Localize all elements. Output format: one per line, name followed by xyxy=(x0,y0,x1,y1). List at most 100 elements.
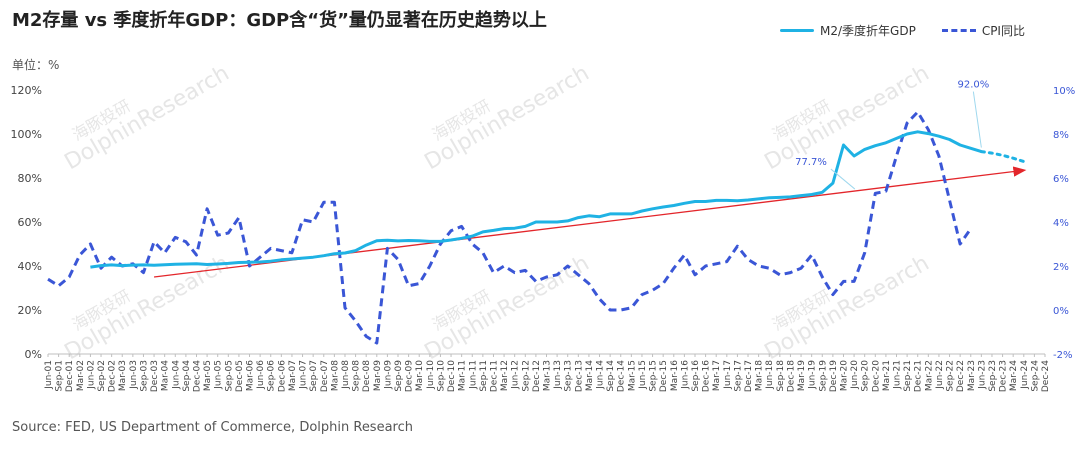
x-tick-label: Jun-02 xyxy=(86,360,96,390)
x-tick-label: Mar-16 xyxy=(670,360,680,391)
right-tick-label: 10% xyxy=(1053,86,1075,97)
left-tick-label: 120% xyxy=(11,84,42,97)
right-tick-label: 6% xyxy=(1053,174,1069,185)
series-line-m2-projection xyxy=(979,150,1026,163)
x-tick-label: Mar-23 xyxy=(967,360,977,391)
x-tick-label: Mar-18 xyxy=(755,360,765,391)
legend-swatch-m2 xyxy=(780,29,814,32)
x-tick-label: Sep-15 xyxy=(649,360,659,392)
x-tick-label: Sep-13 xyxy=(564,360,574,392)
x-tick-label: Dec-24 xyxy=(1041,360,1051,392)
x-tick-label: Mar-04 xyxy=(161,360,171,391)
x-tick-label: Mar-02 xyxy=(76,360,86,391)
x-tick-label: Jun-16 xyxy=(680,360,690,390)
x-tick-label: Dec-13 xyxy=(574,360,584,392)
legend-swatch-cpi xyxy=(941,29,976,32)
x-tick-label: Sep-06 xyxy=(267,360,277,392)
series-line-m2 xyxy=(90,130,982,269)
x-tick-label: Mar-08 xyxy=(330,360,340,391)
x-tick-label: Mar-07 xyxy=(288,360,298,391)
x-tick-label: Jun-23 xyxy=(977,360,987,390)
x-tick-label: Dec-12 xyxy=(532,360,542,392)
x-tick-label: Dec-22 xyxy=(956,360,966,392)
x-tick-label: Mar-22 xyxy=(924,360,934,391)
x-tick-label: Jun-01 xyxy=(44,360,54,390)
x-tick-label: Mar-12 xyxy=(500,360,510,391)
x-tick-label: Sep-07 xyxy=(309,360,319,392)
annotation-label: 77.7% xyxy=(795,157,827,168)
x-tick-label: Sep-23 xyxy=(988,360,998,392)
right-tick-label: 0% xyxy=(1053,306,1069,317)
x-tick-label: Sep-10 xyxy=(436,360,446,392)
left-tick-label: 80% xyxy=(18,172,42,185)
x-tick-label: Jun-13 xyxy=(553,360,563,390)
x-tick-label: Jun-17 xyxy=(723,360,733,390)
x-tick-label: Sep-18 xyxy=(776,360,786,392)
x-tick-label: Dec-18 xyxy=(786,360,796,392)
x-tick-label: Mar-06 xyxy=(246,360,256,391)
x-tick-label: Jun-19 xyxy=(808,360,818,390)
x-tick-label: Mar-05 xyxy=(203,360,213,391)
x-tick-label: Dec-08 xyxy=(362,360,372,392)
x-tick-label: Dec-20 xyxy=(871,360,881,392)
x-tick-label: Sep-02 xyxy=(97,360,107,392)
x-tick-label: Dec-15 xyxy=(659,360,669,392)
x-tick-label: Sep-11 xyxy=(479,360,489,392)
left-tick-label: 100% xyxy=(11,128,42,141)
x-tick-label: Jun-18 xyxy=(765,360,775,390)
x-tick-label: Sep-21 xyxy=(903,360,913,392)
x-tick-label: Jun-11 xyxy=(468,360,478,390)
annotation-label: 92.0% xyxy=(957,80,989,91)
x-tick-label: Dec-14 xyxy=(617,360,627,392)
series-line-cpi xyxy=(47,110,973,345)
x-tick-label: Jun-22 xyxy=(935,360,945,390)
left-tick-label: 20% xyxy=(18,304,42,317)
x-tick-label: Dec-16 xyxy=(702,360,712,392)
x-tick-label: Mar-13 xyxy=(543,360,553,391)
x-tick-label: Sep-04 xyxy=(182,360,192,392)
x-tick-label: Mar-21 xyxy=(882,360,892,391)
x-tick-label: Dec-04 xyxy=(192,360,202,392)
x-tick-label: Sep-08 xyxy=(352,360,362,392)
x-tick-label: Mar-17 xyxy=(712,360,722,391)
x-tick-label: Dec-01 xyxy=(65,360,75,392)
x-tick-label: Mar-24 xyxy=(1009,360,1019,391)
x-tick-label: Jun-06 xyxy=(256,360,266,390)
x-tick-label: Sep-12 xyxy=(521,360,531,392)
x-tick-label: Dec-19 xyxy=(829,360,839,392)
x-tick-label: Mar-03 xyxy=(118,360,128,391)
x-tick-label: Mar-15 xyxy=(627,360,637,391)
legend-item-cpi: CPI同比 xyxy=(941,22,1025,39)
x-tick-label: Sep-01 xyxy=(55,360,65,392)
x-tick-label: Dec-23 xyxy=(999,360,1009,392)
annotation-leader xyxy=(830,168,856,190)
x-tick-label: Mar-19 xyxy=(797,360,807,391)
x-tick-label: Dec-07 xyxy=(320,360,330,392)
legend-item-m2: M2/季度折年GDP xyxy=(780,22,916,39)
x-tick-label: Jun-10 xyxy=(426,360,436,390)
right-tick-label: -2% xyxy=(1053,350,1072,361)
x-tick-label: Jun-07 xyxy=(299,360,309,390)
left-tick-label: 0% xyxy=(25,348,42,361)
x-tick-label: Jun-20 xyxy=(850,360,860,390)
x-tick-label: Dec-03 xyxy=(150,360,160,392)
x-tick-label: Dec-05 xyxy=(235,360,245,392)
right-tick-label: 8% xyxy=(1053,130,1069,141)
x-tick-label: Dec-09 xyxy=(405,360,415,392)
legend-label-m2: M2/季度折年GDP xyxy=(820,24,916,38)
source-note: Source: FED, US Department of Commerce, … xyxy=(12,420,413,435)
x-tick-label: Dec-10 xyxy=(447,360,457,392)
x-tick-label: Sep-09 xyxy=(394,360,404,392)
x-tick-label: Sep-16 xyxy=(691,360,701,392)
x-tick-label: Jun-08 xyxy=(341,360,351,390)
x-tick-label: Jun-04 xyxy=(171,360,181,390)
x-tick-label: Mar-09 xyxy=(373,360,383,391)
x-tick-label: Mar-14 xyxy=(585,360,595,391)
x-tick-label: Mar-20 xyxy=(839,360,849,391)
